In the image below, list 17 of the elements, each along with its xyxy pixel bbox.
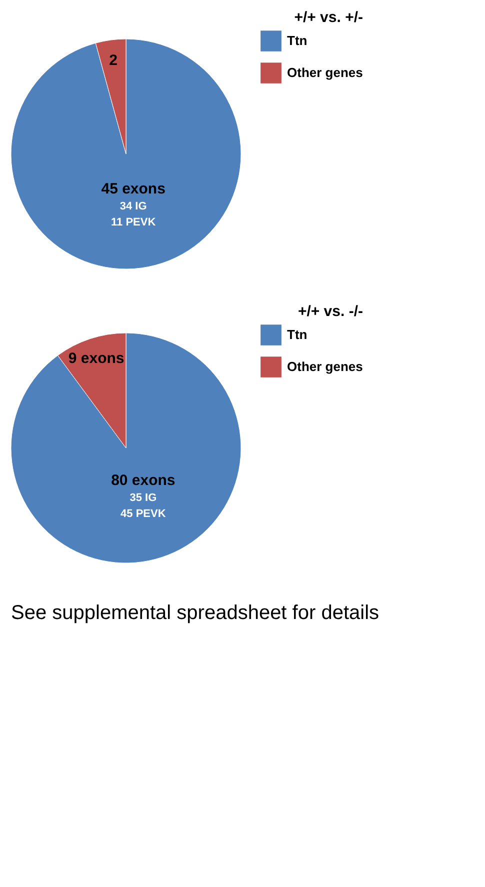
text: 35 IG xyxy=(130,492,157,504)
pie-slice xyxy=(10,332,242,564)
data-label: 2 xyxy=(109,52,118,69)
text: 34 IG xyxy=(120,200,147,213)
data-label: 9 exons xyxy=(68,350,124,367)
text: 45 PEVK xyxy=(120,508,166,520)
legend-label: Ttn xyxy=(287,33,308,48)
chart-title: +/+ vs. +/- xyxy=(294,9,364,26)
data-label: 45 exons xyxy=(101,180,166,198)
chart-title: +/+ vs. -/- xyxy=(298,303,363,320)
text: 11 PEVK xyxy=(111,216,156,229)
legend-label: Ttn xyxy=(287,327,308,342)
data-label: 80 exons xyxy=(111,472,176,490)
legend-label: Other genes xyxy=(287,359,363,374)
pie-slice xyxy=(10,38,242,270)
text: See supplemental spreadsheet for details xyxy=(11,602,380,624)
legend-label: Other genes xyxy=(287,65,363,80)
